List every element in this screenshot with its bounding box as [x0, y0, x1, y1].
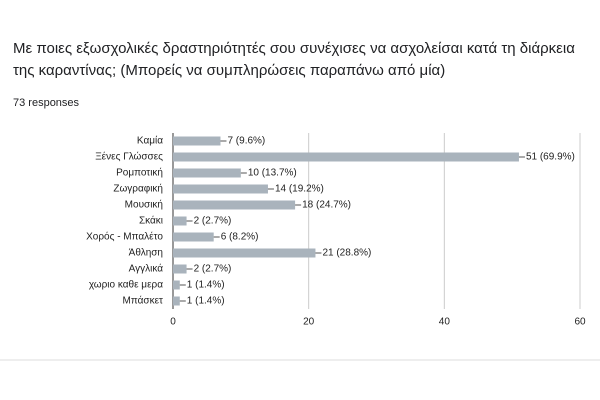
value-label: 14 (19.2%) [275, 184, 324, 195]
value-label: 2 (2.7%) [194, 216, 232, 227]
bar [173, 232, 214, 242]
value-label: 6 (8.2%) [221, 232, 259, 243]
x-tick-label: 20 [303, 317, 315, 328]
response-count: 73 responses [13, 97, 80, 109]
y-tick-label: Ξένες Γλώσσες [95, 151, 163, 163]
y-tick-label: Ρομποτική [116, 167, 163, 179]
value-label: 18 (24.7%) [302, 200, 351, 211]
y-tick-label: Ζωγραφική [113, 183, 163, 195]
bar [173, 200, 296, 210]
bar [173, 184, 268, 194]
value-label: 2 (2.7%) [194, 264, 232, 275]
y-tick-label: Αγγλικά [129, 263, 164, 275]
value-label: 10 (13.7%) [248, 168, 297, 179]
bar [173, 296, 180, 306]
x-tick-label: 60 [574, 317, 586, 328]
x-tick-label: 0 [170, 317, 176, 328]
value-label: 1 (1.4%) [187, 296, 225, 307]
value-label: 51 (69.9%) [526, 152, 575, 163]
bar [173, 248, 316, 258]
x-tick-label: 40 [439, 317, 451, 328]
value-label: 1 (1.4%) [187, 280, 225, 291]
bar [173, 264, 187, 274]
chart-title: Με ποιες εξωσχολικές δραστηριότητές σου … [13, 40, 575, 79]
bar [173, 216, 187, 226]
y-tick-label: Άθληση [129, 248, 163, 259]
y-tick-label: Σκάκι [139, 215, 163, 227]
value-label: 21 (28.8%) [322, 248, 371, 259]
bar [173, 280, 180, 290]
y-tick-label: Μουσική [125, 199, 163, 211]
bar [173, 152, 519, 162]
y-tick-label: Χορός - Μπαλέτο [86, 231, 163, 243]
y-tick-label: Καμία [137, 135, 163, 147]
value-label: 7 (9.6%) [227, 136, 265, 147]
y-tick-label: Μπάσκετ [123, 295, 163, 307]
y-tick-label: χωριο καθε μερα [89, 280, 163, 291]
bar [173, 136, 221, 146]
bar [173, 168, 241, 178]
